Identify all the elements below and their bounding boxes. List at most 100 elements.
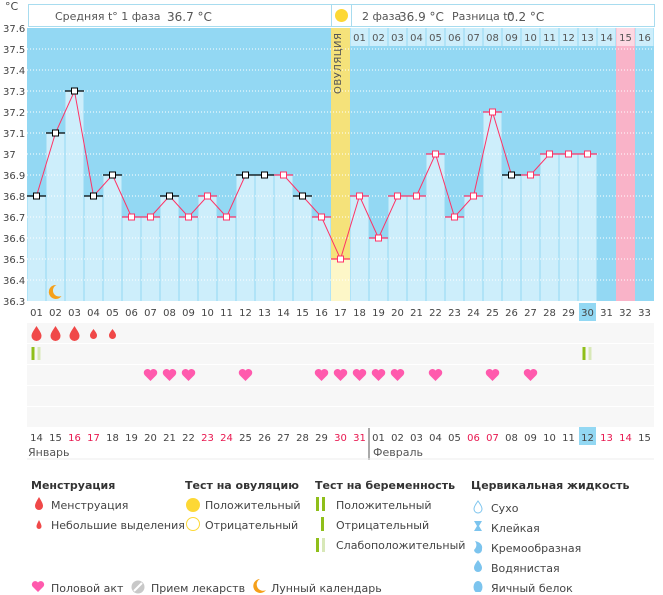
phase2-value: 36.9 °C: [399, 10, 444, 24]
ovulation-sun-icon: [335, 9, 348, 22]
heart-icon: [352, 369, 367, 381]
cycle-day-label: 29: [562, 308, 575, 319]
cycle-day-label: 07: [144, 308, 157, 319]
temperature-point: [527, 171, 534, 179]
legend-pregtest-title: Тест на беременность: [315, 479, 456, 492]
temperature-bar: [502, 175, 521, 301]
phase2-label: 2 фаза: [362, 10, 402, 23]
cycle-day-label: 27: [524, 308, 537, 319]
phase2-day-label: 12: [562, 33, 575, 44]
month-label: Февраль: [373, 446, 423, 459]
date-label: 21: [163, 433, 176, 444]
date-label: 13: [600, 433, 613, 444]
y-tick-label: 36.9: [3, 171, 25, 182]
temperature-point: [223, 213, 230, 221]
y-tick-label: 37.5: [3, 45, 25, 56]
legend-cervical-watery: Водянистая: [491, 562, 560, 575]
legend-ovtest-negative: Отрицательный: [205, 519, 299, 532]
phase1-label: Средняя t° 1 фаза: [55, 10, 161, 23]
phase2-day-cell: [445, 28, 464, 46]
cervical-icons: [473, 500, 483, 592]
phase2-day-cell: [635, 28, 654, 46]
cycle-day-label: 21: [410, 308, 423, 319]
temperature-bar: [578, 154, 597, 301]
y-tick-label: 37.6: [3, 24, 25, 35]
legend-pregtest-negative: Отрицательный: [336, 519, 430, 532]
cycle-day-label: 09: [182, 308, 195, 319]
legend-ovtest-title: Тест на овуляцию: [185, 479, 299, 492]
phase2-day-label: 06: [448, 33, 461, 44]
current-date-highlight: [579, 427, 596, 445]
temperature-bar: [122, 217, 141, 301]
date-label: 06: [467, 433, 480, 444]
heart-icon: [485, 369, 500, 381]
temperature-point: [508, 171, 515, 179]
legend-cervical-dry: Сухо: [491, 502, 519, 515]
cycle-day-label: 32: [619, 308, 632, 319]
cycle-day-label: 03: [68, 308, 81, 319]
moon-icon: [48, 284, 62, 299]
ovulation-bar: [331, 259, 350, 301]
temperature-point: [470, 192, 477, 200]
pill-icon: [131, 580, 145, 594]
phase2-day-label: 04: [410, 33, 423, 44]
legend-pregtest-positive: Положительный: [336, 499, 432, 512]
y-tick-label: 37.1: [3, 129, 25, 140]
legend-pregtest-weak: Слабоположительный: [336, 539, 466, 552]
date-label: 20: [144, 433, 157, 444]
temperature-point: [204, 192, 211, 200]
date-label: 27: [277, 433, 290, 444]
date-label: 30: [334, 433, 347, 444]
y-tick-label: 36.7: [3, 213, 25, 224]
expected-period-column: [616, 28, 635, 301]
phase2-day-label: 16: [638, 33, 651, 44]
date-label: 12: [581, 433, 594, 444]
temperature-point: [71, 87, 78, 95]
cycle-day-label: 18: [353, 308, 366, 319]
phase2-day-label: 10: [524, 33, 537, 44]
date-label: 23: [201, 433, 214, 444]
y-tick-label: 37.3: [3, 87, 25, 98]
phase2-day-label: 13: [581, 33, 594, 44]
temperature-bar: [293, 196, 312, 301]
icon-row: [27, 323, 654, 343]
cycle-day-label: 02: [49, 308, 62, 319]
diff-value: 0.2 °C: [507, 10, 545, 24]
phase2-day-cell: [369, 28, 388, 46]
pregnancy-test-icon: [582, 347, 586, 360]
heart-icon: [314, 369, 329, 381]
date-label: 05: [448, 433, 461, 444]
phase2-day-cell: [521, 28, 540, 46]
cycle-day-label: 23: [448, 308, 461, 319]
temperature-bar: [445, 217, 464, 301]
date-label: 10: [543, 433, 556, 444]
ovtest-positive-icon: [186, 498, 200, 512]
temperature-bar: [521, 175, 540, 301]
phase2-day-label: 01: [353, 33, 366, 44]
date-label: 02: [391, 433, 404, 444]
y-tick-label: 36.6: [3, 234, 25, 245]
temperature-point: [185, 213, 192, 221]
cycle-day-label: 08: [163, 308, 176, 319]
temperature-point: [394, 192, 401, 200]
drop-icon: [35, 497, 43, 529]
bbt-chart: 01 02 03 04 05 06 07 08 09 10 11 12 13 14 15 16 37.6 37.5…: [3, 24, 654, 460]
date-label: 14: [30, 433, 43, 444]
temperature-point: [147, 213, 154, 221]
temperature-point: [413, 192, 420, 200]
date-label: 09: [524, 433, 537, 444]
phase2-day-label: 02: [372, 33, 385, 44]
phase2-day-label: 08: [486, 33, 499, 44]
cycle-day-label: 17: [334, 308, 347, 319]
temperature-bar: [198, 196, 217, 301]
legend-cervical-creamy: Кремообразная: [491, 542, 582, 555]
temperature-bar: [407, 196, 426, 301]
legend-ovtest-positive: Положительный: [205, 499, 301, 512]
date-label: 08: [505, 433, 518, 444]
date-label: 17: [87, 433, 100, 444]
menstruation-drop-icon: [31, 326, 42, 342]
cycle-day-label: 10: [201, 308, 214, 319]
temperature-point: [356, 192, 363, 200]
legend-cervical-eggwhite: Яичный белок: [491, 582, 573, 595]
date-label: 11: [562, 433, 575, 444]
